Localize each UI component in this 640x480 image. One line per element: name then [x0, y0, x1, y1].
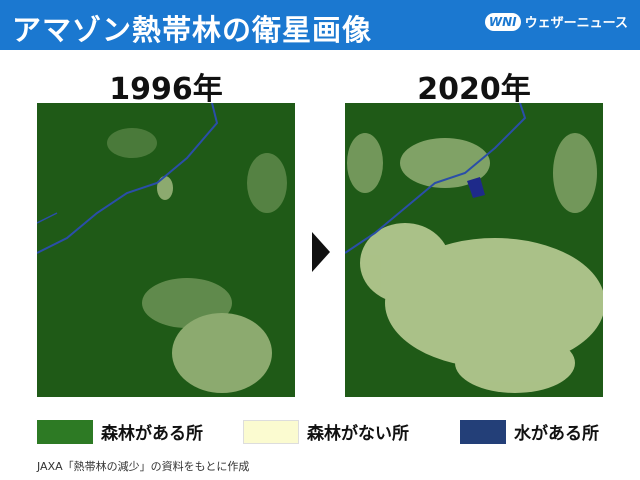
- legend-label: 水がある所: [514, 424, 599, 444]
- legend-item: 森林がない所: [243, 419, 409, 444]
- header-bar: アマゾン熱帯林の衛星画像 WNI ウェザーニュース: [0, 0, 640, 50]
- legend-swatch: [243, 419, 299, 444]
- legend-swatch: [460, 419, 506, 444]
- year-label: 2020年: [417, 72, 531, 107]
- satellite-image-1996: [37, 103, 295, 397]
- logo-mark: WNI: [484, 12, 521, 31]
- year-label: 1996年: [109, 72, 223, 107]
- legend-label: 森林がある所: [101, 424, 203, 444]
- arrow: [312, 232, 330, 272]
- logo: WNI ウェザーニュース: [484, 12, 628, 31]
- logo-text: ウェザーニュース: [524, 16, 628, 31]
- legend-swatch: [37, 419, 93, 444]
- title: アマゾン熱帯林の衛星画像: [12, 13, 373, 47]
- legend-item: 水がある所: [460, 419, 599, 444]
- legend-label: 森林がない所: [307, 424, 409, 444]
- legend-item: 森林がある所: [37, 419, 203, 444]
- source-note: JAXA「熱帯林の減少」の資料をもとに作成: [37, 460, 250, 473]
- satellite-image-2020: [345, 103, 603, 397]
